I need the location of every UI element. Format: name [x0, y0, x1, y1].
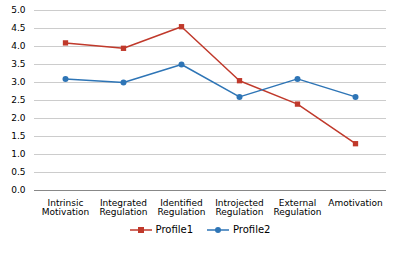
html-text:Profile1: Profile1	[155, 224, 193, 235]
svg-text:4.5: 4.5	[11, 23, 25, 33]
html-text:Profile2: Profile2	[233, 224, 271, 235]
svg-text:4.0: 4.0	[11, 41, 26, 51]
svg-text:ExternalRegulation: ExternalRegulation	[273, 198, 321, 217]
svg-text:0.5: 0.5	[11, 167, 25, 177]
svg-text:1.5: 1.5	[11, 131, 25, 141]
svg-text:2.0: 2.0	[11, 113, 26, 123]
svg-text:IntegratedRegulation: IntegratedRegulation	[99, 198, 147, 217]
svg-text:2.5: 2.5	[11, 95, 25, 105]
svg-text:3.0: 3.0	[11, 77, 26, 87]
svg-text:IntrinsicMotivation: IntrinsicMotivation	[42, 198, 89, 217]
svg-text:IntrojectedRegulation: IntrojectedRegulation	[215, 198, 264, 217]
svg-text:IdentifiedRegulation: IdentifiedRegulation	[157, 198, 205, 217]
svg-text:0.0: 0.0	[11, 185, 26, 195]
svg-text:Amotivation: Amotivation	[328, 198, 383, 208]
svg-text:1.0: 1.0	[11, 149, 26, 159]
svg-text:3.5: 3.5	[11, 59, 25, 69]
svg-text:5.0: 5.0	[11, 5, 26, 15]
